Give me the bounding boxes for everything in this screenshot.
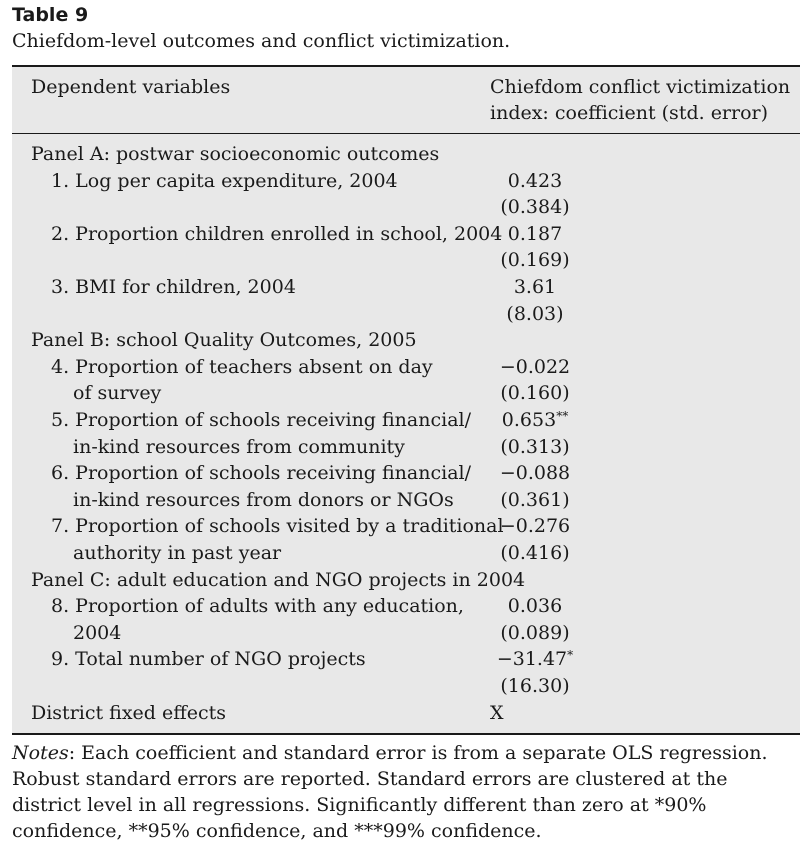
- coefficient-value-number: −31.47*: [496, 648, 574, 671]
- column-header-coefficient-line1: Chiefdom conflict victimization: [490, 76, 791, 98]
- row-label: 4. Proportion of teachers absent on day: [51, 355, 433, 378]
- table-label: Table 9: [12, 4, 89, 26]
- std-error-value: (0.160): [490, 380, 600, 406]
- std-error-value-number: (0.416): [500, 542, 570, 564]
- coefficient-value-number: 0.423: [507, 169, 563, 192]
- std-error-value-number: (8.03): [506, 302, 564, 325]
- row-label: in-kind resources from community: [73, 435, 405, 458]
- column-header-coefficient-line2: index: coefficient (std. error): [490, 102, 769, 124]
- std-error-value-number: (16.30): [500, 675, 570, 697]
- row-label: 7. Proportion of schools visited by a tr…: [51, 515, 504, 538]
- coefficient-value: −0.088: [490, 460, 600, 486]
- std-error-value: (0.169): [490, 247, 600, 273]
- significance-stars: *: [567, 648, 574, 663]
- coefficient-value-number: −0.088: [499, 462, 571, 485]
- notes-lead: Notes: [12, 742, 69, 764]
- notes-text: : Each coefficient and standard error is…: [12, 742, 768, 842]
- coefficient-value-number: −0.276: [499, 515, 571, 538]
- table-caption: Chiefdom-level outcomes and conflict vic…: [12, 30, 511, 52]
- row-label: 9. Total number of NGO projects: [51, 648, 366, 671]
- row-label: 5. Proportion of schools receiving finan…: [51, 409, 472, 431]
- fixed-effects-value: X: [490, 701, 504, 724]
- column-header-dependent-variables: Dependent variables: [31, 76, 231, 98]
- std-error-value-number: (0.160): [500, 382, 570, 405]
- row-label: in-kind resources from donors or NGOs: [73, 488, 454, 511]
- panel-title: Panel A: postwar socioeconomic outcomes: [31, 143, 440, 165]
- coefficient-value: −31.47*: [490, 646, 600, 672]
- coefficient-value: 0.187: [490, 221, 600, 247]
- header-rule: [12, 133, 800, 134]
- row-label: 6. Proportion of schools receiving finan…: [51, 462, 472, 485]
- row-label: 8. Proportion of adults with any educati…: [51, 595, 464, 618]
- coefficient-value: −0.022: [490, 354, 600, 380]
- coefficient-value-number: 0.187: [507, 222, 563, 245]
- row-label: 2. Proportion children enrolled in schoo…: [51, 222, 503, 245]
- std-error-value-number: (0.361): [500, 488, 570, 511]
- table-notes: Notes: Each coefficient and standard err…: [12, 740, 802, 844]
- panel-title: Panel B: school Quality Outcomes, 2005: [31, 329, 417, 352]
- std-error-value: (0.313): [490, 434, 600, 460]
- std-error-value-number: (0.089): [500, 621, 570, 644]
- std-error-value: (16.30): [490, 673, 600, 699]
- std-error-value-number: (0.384): [500, 196, 570, 219]
- std-error-value-number: (0.313): [500, 435, 570, 458]
- coefficient-value: −0.276: [490, 513, 600, 539]
- coefficient-value: 0.423: [490, 168, 600, 194]
- row-label: 2004: [73, 621, 122, 644]
- coefficient-value-number: 3.61: [513, 276, 557, 298]
- std-error-value: (0.361): [490, 487, 600, 513]
- significance-stars: **: [556, 409, 569, 423]
- std-error-value: (8.03): [490, 301, 600, 327]
- std-error-value: (0.384): [490, 194, 600, 220]
- fixed-effects-label: District fixed effects: [31, 701, 227, 724]
- coefficient-value-number: 0.036: [507, 595, 563, 618]
- row-label: 3. BMI for children, 2004: [51, 276, 296, 298]
- std-error-value: (0.089): [490, 620, 600, 646]
- table-body: [12, 65, 800, 735]
- panel-title: Panel C: adult education and NGO project…: [31, 568, 526, 591]
- row-label: 1. Log per capita expenditure, 2004: [51, 169, 398, 192]
- row-label: authority in past year: [73, 542, 282, 564]
- std-error-value-number: (0.169): [500, 249, 570, 272]
- coefficient-value: 0.036: [490, 593, 600, 619]
- row-label: of survey: [73, 382, 162, 405]
- coefficient-value-number: 0.653**: [501, 409, 569, 431]
- coefficient-value: 3.61: [490, 274, 600, 300]
- coefficient-value: 0.653**: [490, 407, 600, 433]
- std-error-value: (0.416): [490, 540, 600, 566]
- coefficient-value-number: −0.022: [499, 355, 571, 378]
